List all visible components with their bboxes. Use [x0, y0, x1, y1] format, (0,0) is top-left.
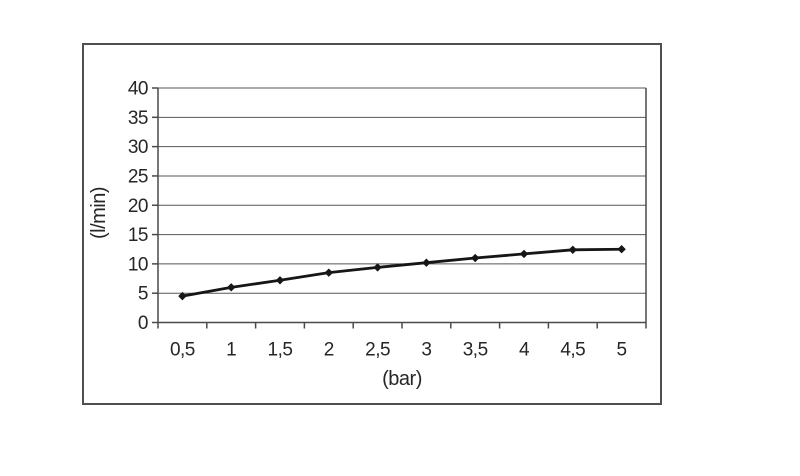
- y-tick-label: 35: [128, 108, 148, 129]
- x-tick-label: 5: [617, 340, 627, 361]
- y-tick-label: 5: [138, 284, 148, 305]
- y-axis-ticks: [152, 87, 158, 324]
- x-axis-ticks: [157, 322, 647, 329]
- y-tick-label: 0: [138, 313, 148, 334]
- y-tick-label: 25: [128, 166, 148, 187]
- gridlines: [158, 87, 646, 294]
- y-tick-label: 15: [128, 225, 148, 246]
- x-tick-label: 3: [421, 340, 431, 361]
- flow-series-line: [181, 247, 623, 298]
- data-point-marker: [227, 283, 236, 292]
- y-tick-label: 20: [128, 196, 148, 217]
- y-axis-title: (l/min): [88, 187, 110, 239]
- data-point-marker: [519, 249, 529, 259]
- data-point-marker: [471, 253, 480, 263]
- y-tick-label: 10: [128, 254, 148, 275]
- x-tick-label: 2: [324, 340, 334, 361]
- data-point-markers: [178, 245, 626, 301]
- x-tick-label: 1: [226, 340, 236, 361]
- y-tick-label: 40: [128, 79, 148, 100]
- x-axis-labels: 0,5 1 1,5 2 2,5 3 3,5 4 4,5 5: [170, 340, 627, 361]
- data-point-marker: [178, 291, 187, 301]
- x-tick-label: 1,5: [268, 340, 293, 361]
- y-tick-label: 30: [128, 137, 148, 158]
- data-point-marker: [275, 276, 285, 285]
- x-tick-label: 0,5: [170, 340, 195, 361]
- x-tick-label: 4,5: [560, 340, 585, 361]
- data-point-marker: [568, 245, 577, 255]
- x-axis-title: (bar): [382, 368, 422, 390]
- chart-frame: 0 5 10 15 20 25 30 35 40 0,5 1 1,5 2 2,5 3 3,5 4 4,5 5 (l…: [82, 43, 662, 405]
- flow-rate-chart: 0 5 10 15 20 25 30 35 40 0,5 1 1,5 2 2,5 3 3,5 4 4,5 5 (l…: [88, 79, 647, 390]
- x-tick-label: 2,5: [365, 340, 390, 361]
- x-tick-label: 3,5: [463, 340, 488, 361]
- y-axis-labels: 0 5 10 15 20 25 30 35 40: [128, 79, 149, 335]
- data-point-marker: [373, 263, 382, 272]
- x-tick-label: 4: [519, 340, 530, 361]
- data-point-marker: [617, 245, 626, 254]
- data-point-marker: [324, 268, 333, 277]
- data-point-marker: [422, 258, 431, 267]
